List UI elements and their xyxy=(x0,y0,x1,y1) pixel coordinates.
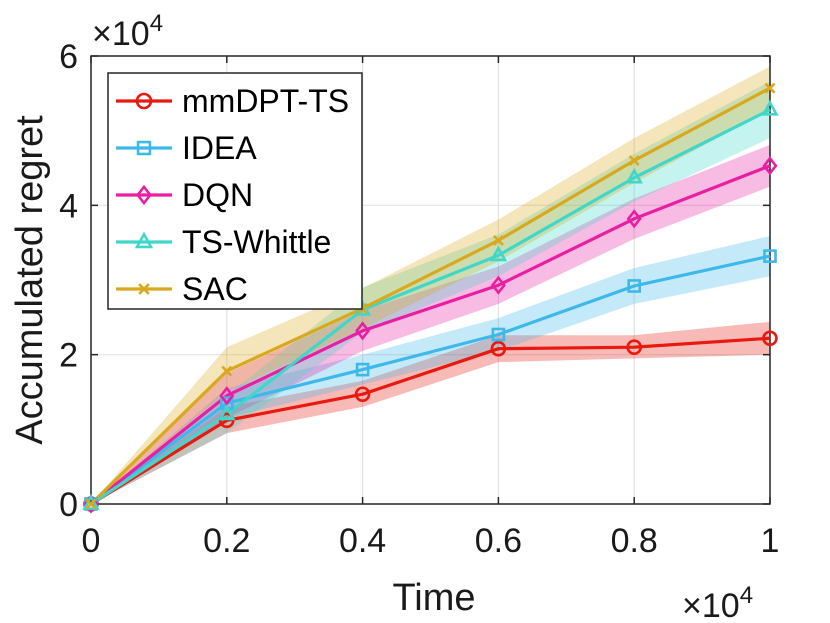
legend-entry-mmdpt-ts: mmDPT-TS xyxy=(116,83,349,119)
legend-marker xyxy=(136,140,152,156)
band-sac xyxy=(91,66,770,504)
x-exponent-base: ×10 xyxy=(682,587,740,623)
legend-entry-sac: SAC xyxy=(116,271,248,307)
y-exponent-base: ×10 xyxy=(92,15,150,53)
legend-entry-idea: IDEA xyxy=(116,130,257,166)
legend-marker xyxy=(134,231,154,249)
point-dqn xyxy=(762,156,778,176)
point-sac xyxy=(764,82,776,94)
point-sac xyxy=(221,365,233,377)
line-idea xyxy=(90,254,771,506)
point-dqn xyxy=(490,275,506,295)
band-ts-whittle xyxy=(91,81,770,505)
legend-label: DQN xyxy=(182,177,253,213)
band-idea xyxy=(91,235,770,505)
axes-frame xyxy=(90,55,771,505)
x-tick-label: 0.8 xyxy=(611,522,658,560)
point-ts-whittle xyxy=(218,404,236,421)
line-sac xyxy=(89,86,771,506)
point-idea xyxy=(627,279,642,293)
x-tick-label: 0.4 xyxy=(339,522,386,560)
point-idea xyxy=(491,327,506,342)
point-ts-whittle xyxy=(761,99,779,116)
legend-label: SAC xyxy=(182,271,248,307)
point-dqn xyxy=(219,386,235,406)
point-mmdpt-ts xyxy=(354,386,371,403)
legend: mmDPT-TS IDEA DQN TS-Whittle SAC xyxy=(107,72,363,310)
line-mmdpt-ts xyxy=(90,336,771,506)
point-idea xyxy=(763,249,777,263)
y-tick-label: 0 xyxy=(59,486,78,524)
point-dqn xyxy=(355,321,371,341)
point-mmdpt-ts xyxy=(219,412,235,429)
y-tick-label: 4 xyxy=(59,187,78,225)
line-dqn xyxy=(90,164,771,506)
point-mmdpt-ts xyxy=(490,340,507,357)
legend-box xyxy=(107,72,363,310)
legend-entry-ts-whittle: TS-Whittle xyxy=(116,224,331,260)
series-markers xyxy=(82,82,779,514)
line-ts-whittle xyxy=(90,108,771,506)
legend-label: mmDPT-TS xyxy=(182,83,349,119)
point-sac xyxy=(628,155,640,167)
x-tick-label: 0 xyxy=(82,522,101,560)
x-axis-exponent: ×104 xyxy=(682,582,753,623)
legend-entries: mmDPT-TS IDEA DQN TS-Whittle SAC xyxy=(116,83,349,307)
x-tick-label: 0.2 xyxy=(203,522,250,560)
point-ts-whittle xyxy=(625,167,643,184)
legend-marker xyxy=(135,92,153,110)
x-exponent-power: 4 xyxy=(740,582,753,609)
legend-label: TS-Whittle xyxy=(182,224,331,260)
y-tick-label: 6 xyxy=(59,38,78,76)
x-axis-title: Time xyxy=(392,577,475,619)
series-lines xyxy=(89,86,771,506)
axis-ticks: 0 0.2 0.4 0.6 0.8 1 0 2 4 6 xyxy=(59,38,779,560)
legend-marker xyxy=(138,283,150,295)
point-mmdpt-ts xyxy=(762,330,778,347)
y-axis-title: Accumulated regret xyxy=(9,115,51,445)
y-tick-label: 2 xyxy=(59,337,78,375)
point-ts-whittle xyxy=(489,245,508,262)
x-tick-label: 0.6 xyxy=(475,522,522,560)
point-idea xyxy=(355,362,370,377)
x-tick-label: 1 xyxy=(761,522,780,560)
point-mmdpt-ts xyxy=(626,339,643,356)
point-ts-whittle xyxy=(82,494,100,510)
legend-marker xyxy=(136,184,152,206)
legend-entry-dqn: DQN xyxy=(116,177,253,213)
point-sac xyxy=(85,498,97,510)
y-exponent-power: 4 xyxy=(150,10,163,37)
legend-label: IDEA xyxy=(182,130,257,166)
y-axis-exponent: ×104 xyxy=(92,10,163,53)
point-dqn xyxy=(626,209,642,229)
point-sac xyxy=(492,234,504,246)
